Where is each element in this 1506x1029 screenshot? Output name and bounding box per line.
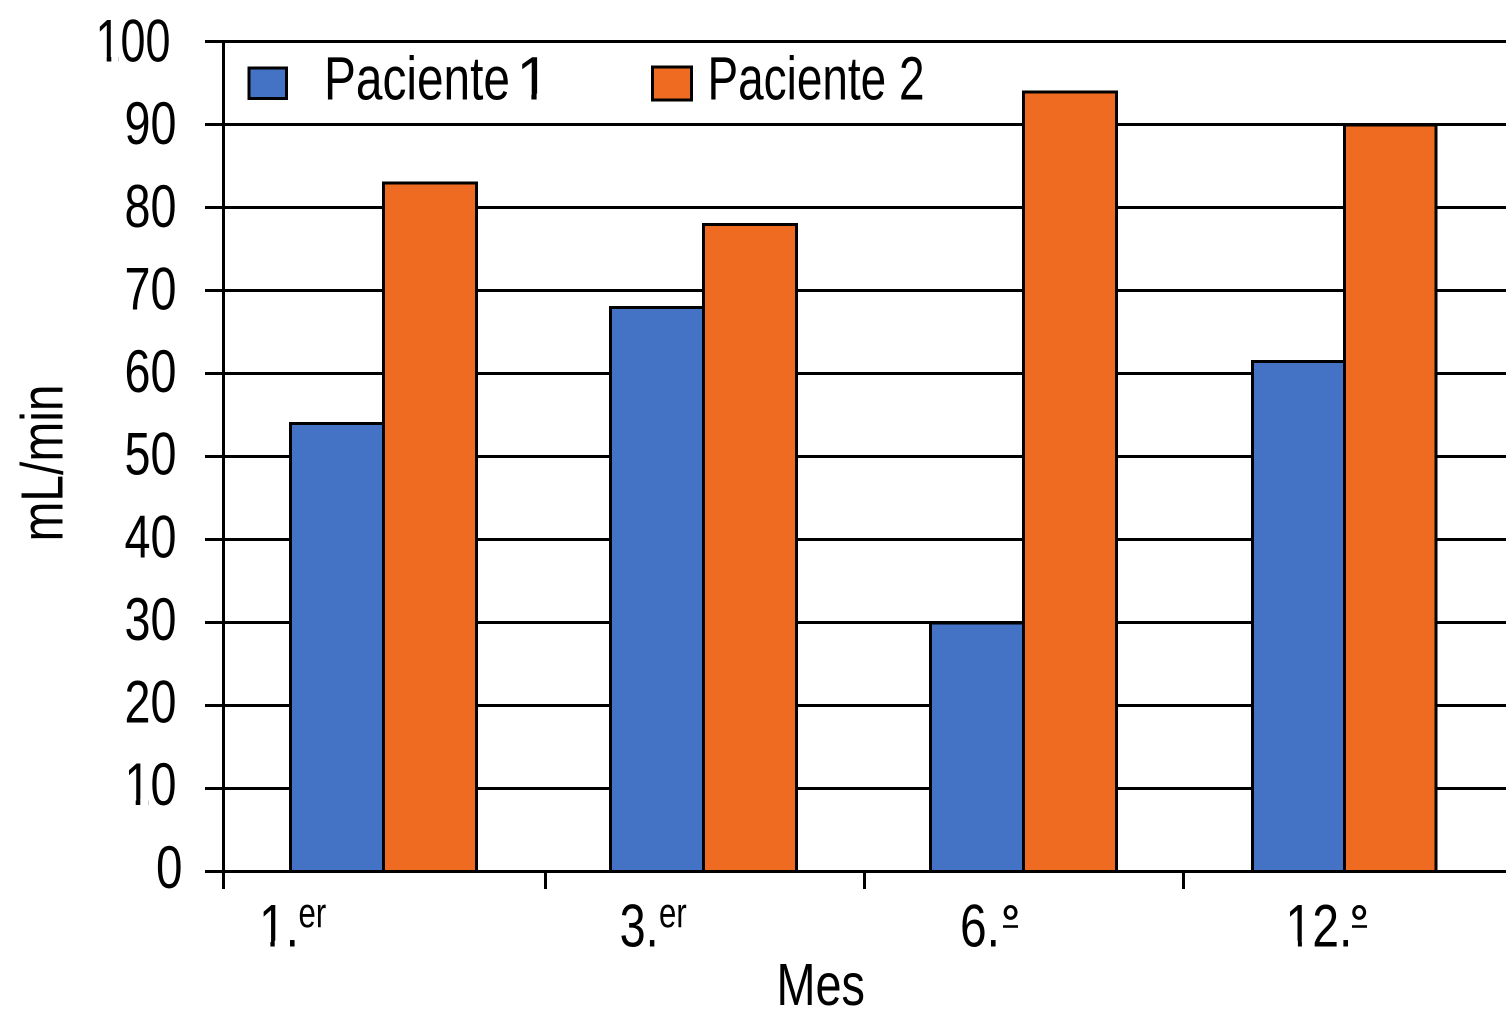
svg-text:10: 10 bbox=[125, 751, 177, 818]
svg-text:60: 60 bbox=[125, 338, 177, 405]
svg-text:12.: 12. bbox=[1285, 893, 1352, 960]
svg-text:90: 90 bbox=[125, 90, 177, 157]
svg-text:1: 1 bbox=[516, 44, 550, 112]
svg-text:Paciente 2: Paciente 2 bbox=[708, 44, 925, 112]
svg-text:100: 100 bbox=[96, 8, 171, 75]
svg-text:Mes: Mes bbox=[776, 952, 865, 1018]
svg-text:40: 40 bbox=[125, 503, 177, 570]
svg-text:50: 50 bbox=[125, 421, 177, 488]
svg-text:mL/min: mL/min bbox=[10, 385, 76, 542]
svg-text:30: 30 bbox=[125, 586, 177, 653]
svg-text:20: 20 bbox=[125, 669, 177, 736]
svg-text:6.: 6. bbox=[960, 893, 1000, 960]
svg-text:70: 70 bbox=[125, 255, 177, 322]
svg-text:1.: 1. bbox=[259, 893, 299, 960]
svg-text:Paciente: Paciente bbox=[324, 44, 510, 112]
svg-text:0: 0 bbox=[156, 834, 183, 901]
svg-text:3.: 3. bbox=[620, 893, 659, 960]
svg-text:80: 80 bbox=[125, 173, 177, 240]
